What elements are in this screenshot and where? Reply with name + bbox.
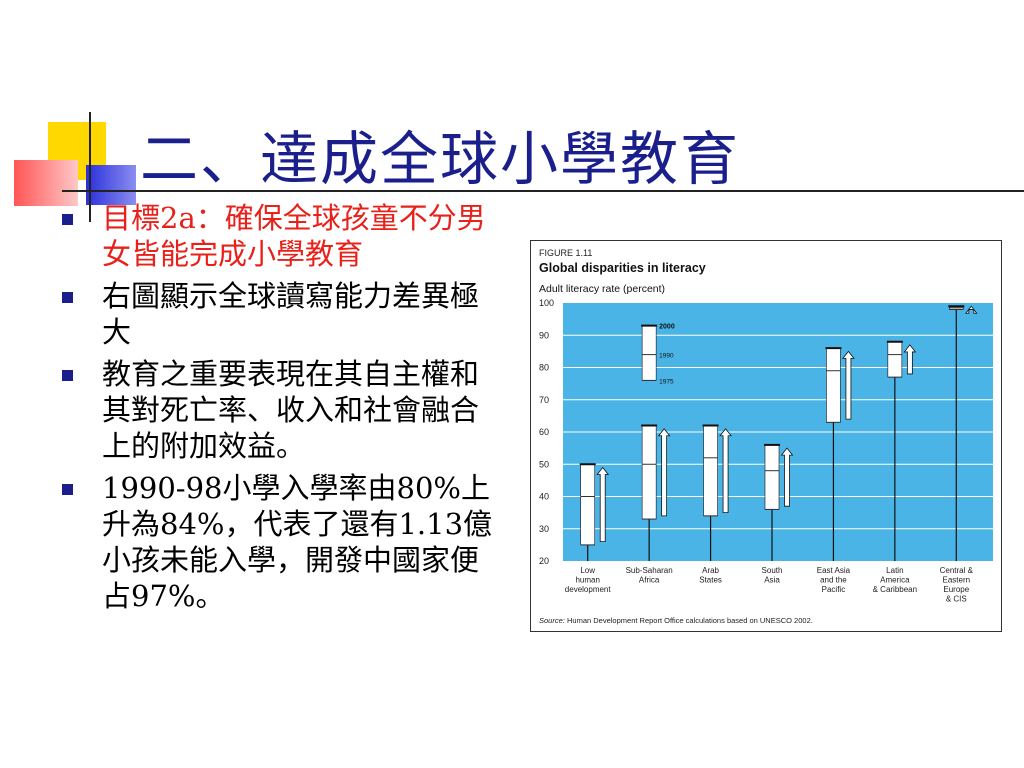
y-tick-label: 90 — [539, 330, 549, 340]
y-tick-label: 100 — [539, 298, 554, 308]
y-tick-label: 30 — [539, 524, 549, 534]
x-tick-label: Asia — [764, 576, 780, 585]
x-tick-label: Low — [580, 566, 595, 575]
bullet-item: 目標2a：確保全球孩童不分男女皆能完成小學教育 — [62, 200, 502, 272]
bullet-text: 右圖顯示全球讀寫能力差異極大 — [102, 279, 480, 349]
x-tick-label: Latin — [886, 566, 903, 575]
bullet-text: 教育之重要表現在其自主權和其對死亡率、收入和社會融合上的附加效益。 — [102, 357, 480, 463]
x-tick-label: development — [565, 585, 612, 594]
bullet-marker — [62, 484, 73, 495]
y-tick-label: 60 — [539, 427, 549, 437]
change-arrow — [596, 466, 610, 543]
bullet-marker — [62, 214, 73, 225]
x-tick-label: Sub-Saharan — [626, 566, 673, 575]
slide-title: 二、達成全球小學教育 — [140, 125, 741, 193]
chart-title: Global disparities in literacy — [539, 261, 706, 275]
x-tick-label: and the — [820, 576, 847, 585]
bullet-marker — [62, 292, 73, 303]
range-bar — [826, 347, 841, 423]
y-tick-label: 50 — [539, 459, 549, 469]
legend-1990-label: 1990 — [659, 353, 674, 360]
bullet-text: 目標2a：確保全球孩童不分男女皆能完成小學教育 — [102, 201, 486, 271]
change-arrow — [842, 350, 855, 420]
legend-bar — [641, 325, 657, 381]
deco-red-block — [14, 160, 78, 206]
range-bar — [887, 341, 903, 378]
figure-label: FIGURE 1.11 — [539, 248, 592, 258]
range-bar — [764, 444, 780, 510]
change-arrow — [964, 305, 978, 314]
x-tick-label: human — [575, 576, 599, 585]
x-tick-label: Africa — [639, 576, 660, 585]
deco-vertical-line — [89, 112, 91, 222]
range-bar — [703, 425, 718, 517]
change-arrow — [719, 428, 732, 514]
source-label: Source: — [539, 616, 565, 625]
bullet-text: 1990-98小學入學率由80%上升為84%，代表了還有1.13億小孩未能入學，… — [102, 471, 493, 613]
change-arrow — [657, 428, 671, 517]
literacy-chart: FIGURE 1.11 Global disparities in literac… — [539, 248, 993, 625]
x-tick-label: Pacific — [822, 585, 846, 594]
x-tick-label: Eastern — [942, 576, 970, 585]
bullet-marker — [62, 370, 73, 381]
y-tick-label: 70 — [539, 395, 549, 405]
source-note: Human Development Report Office calculat… — [567, 616, 813, 625]
y-tick-label: 80 — [539, 363, 549, 373]
bullet-item: 1990-98小學入學率由80%上升為84%，代表了還有1.13億小孩未能入學，… — [62, 470, 502, 614]
x-tick-label: Arab — [702, 566, 719, 575]
x-tick-label: Europe — [943, 585, 969, 594]
deco-blue-block — [86, 165, 136, 205]
x-tick-label: Central & — [940, 566, 974, 575]
bullet-list: 目標2a：確保全球孩童不分男女皆能完成小學教育 右圖顯示全球讀寫能力差異極大教育之… — [62, 200, 502, 620]
y-axis-label: Adult literacy rate (percent) — [539, 283, 665, 295]
deco-horizontal-line — [62, 190, 1024, 192]
change-arrow — [903, 344, 917, 375]
bullet-item: 教育之重要表現在其自主權和其對死亡率、收入和社會融合上的附加效益。 — [62, 356, 502, 464]
x-tick-label: & CIS — [946, 595, 967, 604]
x-tick-label: South — [762, 566, 783, 575]
x-tick-label: America — [880, 576, 910, 585]
literacy-figure: FIGURE 1.11 Global disparities in literac… — [530, 240, 1002, 632]
y-tick-label: 20 — [539, 556, 549, 566]
bullet-item: 右圖顯示全球讀寫能力差異極大 — [62, 278, 502, 350]
range-bar — [580, 463, 596, 546]
range-bar — [641, 425, 657, 520]
x-tick-label: States — [699, 576, 722, 585]
change-arrow — [780, 447, 794, 507]
legend-2000-label: 2000 — [659, 324, 675, 331]
x-tick-label: East Asia — [817, 566, 851, 575]
legend-1975-label: 1975 — [659, 378, 674, 385]
x-tick-label: & Caribbean — [873, 585, 917, 594]
y-tick-label: 40 — [539, 492, 549, 502]
